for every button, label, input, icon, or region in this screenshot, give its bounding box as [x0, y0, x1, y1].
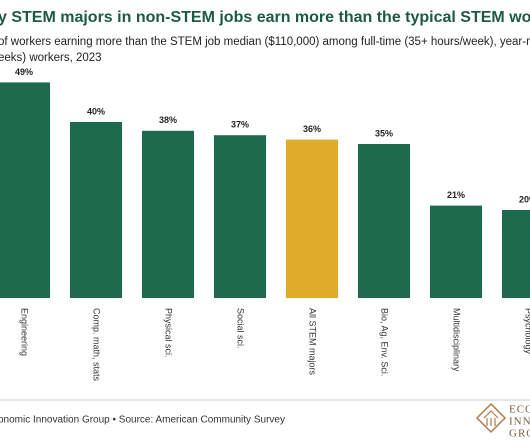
- value-label: 38%: [159, 115, 177, 125]
- bar: [358, 144, 410, 298]
- x-tick-label: Comp. math, stats: [92, 308, 102, 382]
- value-label: 20%: [519, 194, 530, 204]
- bar: [430, 205, 482, 298]
- logo-text: INNO: [509, 416, 530, 428]
- bar: [70, 122, 122, 298]
- x-tick-label: Multidisciplinary: [452, 308, 462, 372]
- bar: [142, 130, 194, 298]
- value-label: 21%: [447, 190, 465, 200]
- x-tick-label: Physical sci.: [164, 308, 174, 358]
- logo-text: GROU: [509, 428, 530, 440]
- logo-mark: [483, 410, 499, 426]
- logo-mark: [475, 402, 507, 434]
- value-label: 36%: [303, 124, 321, 134]
- bar: [286, 139, 338, 298]
- x-tick-label: All STEM majors: [308, 308, 318, 376]
- value-label: 40%: [87, 106, 105, 116]
- value-label: 49%: [15, 67, 33, 77]
- x-tick-label: Engineering: [20, 308, 30, 356]
- subtitle: eeks) workers, 2023: [0, 52, 102, 64]
- x-tick-label: Bio, Ag, Env. Sci.: [380, 308, 390, 376]
- x-tick-label: Psychology: [524, 308, 530, 355]
- logo-text: ECON: [509, 404, 530, 416]
- bar: [214, 135, 266, 298]
- chart-title: y STEM majors in non-STEM jobs earn more…: [0, 9, 530, 26]
- bar: [0, 82, 50, 299]
- value-label: 35%: [375, 128, 393, 138]
- value-label: 37%: [231, 120, 249, 130]
- footer: onomic Innovation Group • Source: Americ…: [0, 415, 285, 426]
- subtitle: of workers earning more than the STEM jo…: [0, 36, 530, 48]
- x-tick-label: Social sci.: [236, 308, 246, 349]
- bar: [502, 210, 530, 298]
- logo: ECON INNO GROU: [475, 402, 530, 440]
